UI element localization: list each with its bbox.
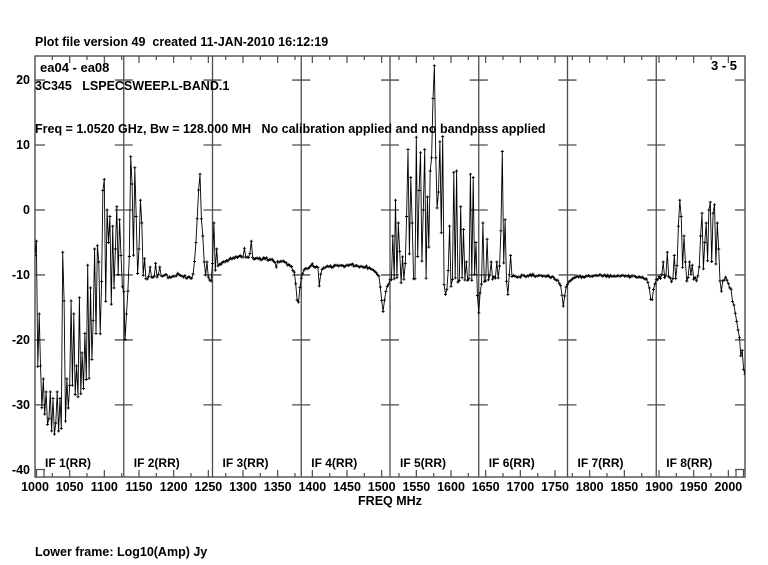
x-tick-label: 1350 [263,480,292,494]
y-tick-label: 20 [16,73,30,88]
if-label: IF 5(RR) [400,456,446,470]
x-tick-label: 1100 [90,480,118,494]
header-plot-file-version: Plot file version 49 created 11-JAN-2010… [35,35,329,49]
x-tick-label: 1050 [55,480,84,494]
if-label: IF 4(RR) [311,456,358,470]
x-axis-title: FREQ MHz [358,494,422,508]
plot-footer: Lower frame: Log10(Amp) Jy Scalar averag… [35,515,481,565]
if-label: IF 1(RR) [45,456,91,470]
y-tick-label: -20 [11,332,30,347]
x-tick-label: 1400 [298,480,327,494]
x-tick-label: 1550 [402,480,431,494]
x-tick-label: 1450 [333,480,361,494]
x-tick-label: 1750 [541,480,569,494]
if-label: IF 6(RR) [488,456,535,470]
x-tick-label: 2000 [714,480,743,494]
antenna-numbers-label: 3 - 5 [710,58,737,73]
y-tick-label: 0 [23,202,30,217]
x-tick-label: 1150 [125,480,153,494]
plot-header: Plot file version 49 created 11-JAN-2010… [35,6,546,166]
y-tick-label: -10 [11,267,30,282]
y-tick-label: -40 [11,462,30,477]
if-label: IF 2(RR) [133,456,180,470]
footer-lower-frame-units: Lower frame: Log10(Amp) Jy [35,545,208,560]
x-tick-label: 1500 [367,480,396,494]
x-tick-label: 1800 [575,480,604,494]
header-source-name: 3C345 LSPECSWEEP.L-BAND.1 [35,78,230,93]
x-tick-label: 1600 [437,480,465,494]
x-tick-label: 1700 [506,480,535,494]
y-tick-label: -30 [11,397,30,412]
if-label: IF 8(RR) [666,456,713,470]
x-tick-label: 1650 [471,480,500,494]
x-tick-label: 1300 [229,480,257,494]
x-tick-label: 1000 [21,480,49,494]
x-tick-label: 1950 [679,480,708,494]
if-label: IF 3(RR) [222,456,269,470]
x-tick-label: 1850 [610,480,639,494]
x-tick-label: 1200 [159,480,188,494]
baseline-antennas-label: ea04 - ea08 [40,60,110,75]
y-tick-label: 10 [16,138,30,152]
if-label: IF 7(RR) [577,456,624,470]
x-tick-label: 1900 [645,480,673,494]
header-freq-bw-calibration: Freq = 1.0520 GHz, Bw = 128.000 MH No ca… [35,122,546,136]
spectrum-trace [35,64,745,436]
x-tick-label: 1250 [194,480,223,494]
